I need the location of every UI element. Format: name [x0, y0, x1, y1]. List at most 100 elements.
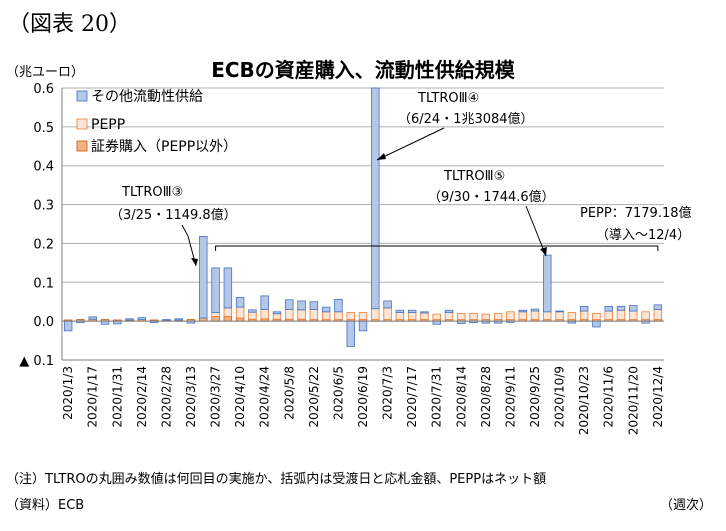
x-tick-label: 2020/1/17	[86, 366, 100, 428]
bar-pepp	[309, 309, 319, 320]
bar-other	[395, 309, 405, 313]
bar-pepp	[334, 311, 343, 320]
bar-pepp	[469, 312, 478, 320]
bar-pepp	[457, 312, 466, 320]
annotation-tltro4-detail: （6/24・1兆3084億）	[398, 111, 534, 127]
source-label: （資料）ECB	[6, 498, 85, 513]
bar-pepp	[444, 312, 454, 320]
bar-pepp	[530, 310, 540, 320]
x-tick-label: 2020/7/31	[430, 366, 444, 428]
x-tick-label: 2020/12/4	[651, 366, 665, 428]
annotations: TLTROⅢ③ （3/25・1149.8億） TLTROⅢ④ （6/24・1兆3…	[110, 91, 692, 267]
bar-securities	[211, 316, 220, 322]
bar-pepp	[346, 312, 355, 320]
bar-pepp	[555, 311, 564, 320]
bar-pepp	[629, 310, 638, 320]
bar-other	[555, 310, 564, 313]
x-tick-label: 2020/6/5	[331, 366, 345, 420]
x-tick-label: 2020/6/19	[356, 366, 370, 428]
annotation-tltro4-arrowhead	[377, 153, 386, 160]
bar-other	[616, 305, 626, 311]
annotation-tltro3-arrow	[181, 224, 197, 267]
x-tick-label: 2020/1/3	[61, 366, 75, 420]
legend: その他流動性供給 PEPP 証券購入（PEPP以外）	[76, 89, 237, 155]
bar-other	[543, 254, 552, 313]
annotation-tltro5-arrowhead	[540, 247, 547, 256]
x-tick-label: 2020/4/10	[233, 366, 247, 428]
y-tick-label: 0.0	[33, 315, 54, 330]
bar-pepp	[211, 312, 220, 317]
bar-pepp	[260, 309, 269, 320]
bar-other	[346, 320, 355, 347]
bar-other	[420, 311, 429, 314]
x-tick-label: 2020/5/22	[307, 366, 321, 428]
x-tick-label: 2020/8/28	[479, 366, 493, 428]
x-tick-label: 2020/1/31	[110, 366, 124, 428]
annotation-tltro4-title: TLTROⅢ④	[417, 91, 479, 106]
bar-other	[88, 316, 97, 320]
bar-pepp	[567, 312, 577, 320]
x-tick-label: 2020/7/3	[381, 366, 395, 420]
bar-securities	[223, 316, 233, 322]
bar-other	[309, 301, 319, 310]
chart-title: ECBの資産購入、流動性供給規模	[211, 58, 515, 82]
bar-other	[235, 297, 245, 308]
bar-other	[63, 320, 73, 332]
bar-pepp	[235, 306, 245, 319]
bar-other	[653, 304, 663, 310]
x-axis-unit-label: （週次）	[659, 498, 712, 513]
legend-swatch-pepp	[76, 118, 88, 130]
axes	[61, 88, 664, 361]
bar-other	[629, 305, 638, 312]
bar-other	[260, 295, 269, 310]
legend-swatch-securities	[76, 140, 88, 152]
x-tick-label: 2020/10/9	[553, 366, 567, 428]
bars	[63, 87, 663, 347]
y-tick-labels: ▲ 0.1 0.0 0.1 0.2 0.3 0.4 0.5 0.6	[19, 82, 54, 369]
annotation-tltro3-detail: （3/25・1149.8億）	[110, 207, 237, 223]
bar-pepp	[223, 307, 233, 317]
x-tick-label: 2020/2/28	[159, 366, 173, 428]
y-tick-label: 0.4	[33, 160, 54, 175]
bar-other	[334, 298, 343, 313]
x-tick-label: 2020/3/13	[184, 366, 198, 428]
y-tick-label: 0.3	[33, 199, 54, 214]
figure-label: （図表 20）	[8, 12, 131, 37]
x-tick-label: 2020/11/20	[626, 366, 640, 435]
x-tick-label: 2020/9/25	[528, 366, 542, 428]
bar-other	[444, 309, 454, 313]
x-tick-label: 2020/10/23	[577, 366, 591, 435]
bar-pepp	[432, 313, 441, 320]
legend-swatch-other	[76, 90, 88, 102]
bar-pepp	[321, 311, 331, 320]
legend-label-other: その他流動性供給	[91, 89, 203, 105]
y-tick-label: 0.1	[33, 276, 54, 291]
bar-pepp	[653, 309, 663, 320]
annotation-tltro5-detail: （9/30・1744.6億）	[428, 189, 555, 205]
x-tick-label: 2020/9/11	[503, 366, 517, 428]
bar-pepp	[371, 308, 380, 320]
bar-pepp	[248, 311, 257, 320]
legend-label-pepp: PEPP	[91, 117, 125, 133]
bar-other	[248, 309, 257, 313]
annotation-pepp-detail: （導入～12/4）	[596, 228, 690, 243]
bar-other	[592, 320, 601, 328]
annotation-pepp-title: PEPP：7179.18億	[580, 205, 692, 221]
bar-pepp	[592, 312, 601, 320]
bar-pepp	[481, 313, 491, 320]
bar-other	[297, 300, 306, 311]
x-tick-label: 2020/8/14	[454, 366, 468, 428]
legend-label-securities: 証券購入（PEPP以外）	[91, 139, 237, 155]
bar-other	[358, 320, 368, 332]
annotation-tltro3-title: TLTROⅢ③	[121, 185, 183, 200]
bar-pepp	[358, 312, 368, 320]
annotation-tltro3-arrowhead	[191, 258, 198, 266]
bar-pepp	[506, 311, 515, 320]
bar-other	[407, 309, 417, 313]
bar-other	[371, 87, 380, 310]
y-tick-label: ▲ 0.1	[19, 354, 54, 369]
y-tick-label: 0.5	[33, 121, 54, 136]
bar-pepp	[518, 311, 527, 320]
bar-pepp	[641, 311, 650, 320]
